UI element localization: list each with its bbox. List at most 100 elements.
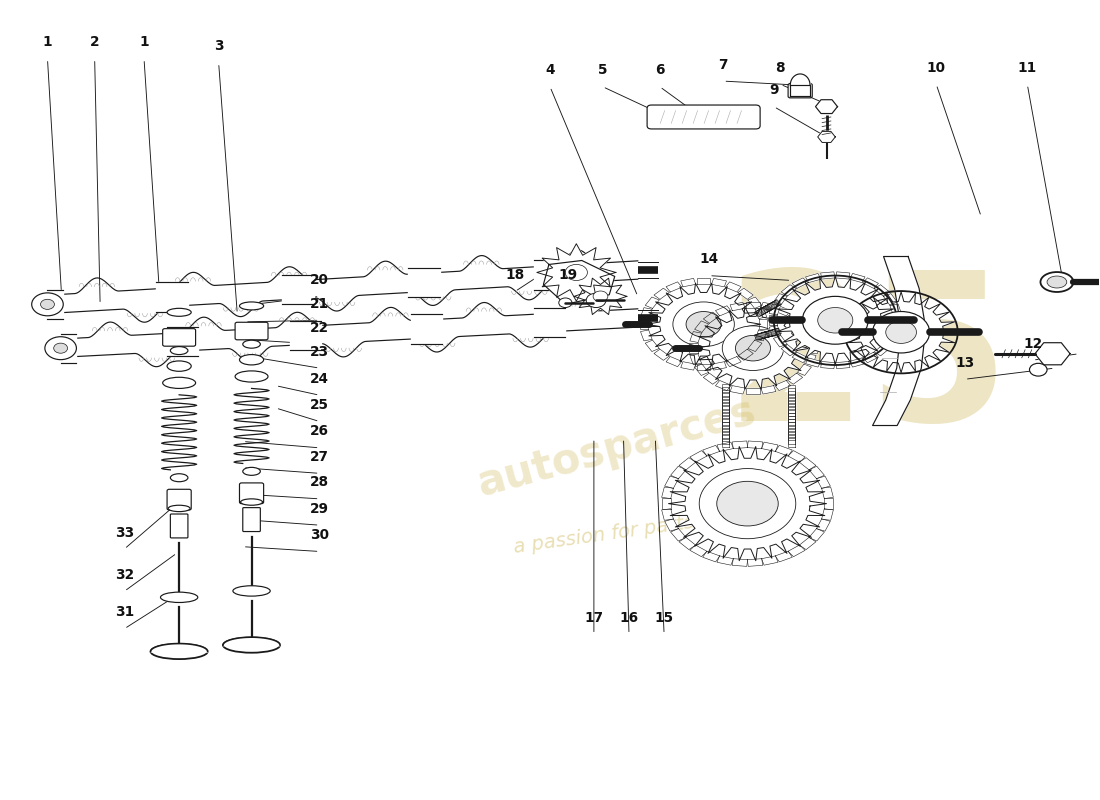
FancyBboxPatch shape <box>170 514 188 538</box>
Circle shape <box>673 302 735 346</box>
Ellipse shape <box>243 340 261 348</box>
Text: 26: 26 <box>310 424 329 438</box>
Text: 23: 23 <box>310 345 329 358</box>
Polygon shape <box>755 306 769 316</box>
Text: 5: 5 <box>598 63 607 77</box>
Polygon shape <box>722 419 729 428</box>
Text: 24: 24 <box>310 372 329 386</box>
Ellipse shape <box>151 644 208 659</box>
Ellipse shape <box>223 638 280 653</box>
Circle shape <box>559 298 572 307</box>
Polygon shape <box>768 300 781 310</box>
Polygon shape <box>822 487 834 498</box>
Text: 16: 16 <box>619 611 639 625</box>
FancyBboxPatch shape <box>243 508 261 531</box>
Text: 13: 13 <box>955 356 975 370</box>
Polygon shape <box>747 441 762 449</box>
Polygon shape <box>761 442 778 451</box>
Polygon shape <box>722 400 729 409</box>
Text: 4: 4 <box>546 63 554 77</box>
Circle shape <box>32 293 63 316</box>
Polygon shape <box>788 438 795 446</box>
Polygon shape <box>788 410 795 418</box>
FancyBboxPatch shape <box>788 83 812 98</box>
Polygon shape <box>763 302 778 312</box>
Polygon shape <box>756 331 770 340</box>
Text: 3: 3 <box>213 39 223 54</box>
Polygon shape <box>821 272 835 279</box>
Text: autosparces: autosparces <box>472 390 760 506</box>
Polygon shape <box>679 538 695 550</box>
Ellipse shape <box>235 371 268 382</box>
Polygon shape <box>730 386 745 394</box>
Polygon shape <box>808 529 824 541</box>
Polygon shape <box>817 131 835 142</box>
Polygon shape <box>667 282 682 292</box>
Circle shape <box>872 311 930 353</box>
Polygon shape <box>781 285 796 296</box>
Polygon shape <box>733 558 748 566</box>
FancyBboxPatch shape <box>163 329 196 346</box>
Polygon shape <box>862 278 879 288</box>
Polygon shape <box>872 257 926 426</box>
Polygon shape <box>849 358 865 367</box>
Polygon shape <box>690 450 707 462</box>
Polygon shape <box>1035 342 1070 365</box>
Polygon shape <box>761 302 776 310</box>
Text: 30: 30 <box>310 528 329 542</box>
Polygon shape <box>788 404 795 413</box>
Polygon shape <box>725 282 741 292</box>
Polygon shape <box>758 330 772 339</box>
Text: 32: 32 <box>114 568 134 582</box>
Text: a passion for parts since 1985: a passion for parts since 1985 <box>513 498 807 558</box>
FancyBboxPatch shape <box>235 322 268 340</box>
Polygon shape <box>694 321 708 332</box>
Polygon shape <box>681 278 696 287</box>
Polygon shape <box>760 330 774 338</box>
Polygon shape <box>647 283 761 366</box>
Polygon shape <box>756 332 769 340</box>
Polygon shape <box>747 558 762 566</box>
Polygon shape <box>788 435 795 443</box>
FancyBboxPatch shape <box>240 483 264 504</box>
Ellipse shape <box>233 586 271 596</box>
Polygon shape <box>640 308 652 318</box>
Polygon shape <box>761 303 776 313</box>
Circle shape <box>593 291 608 302</box>
Polygon shape <box>788 391 795 400</box>
Ellipse shape <box>1041 272 1074 292</box>
Polygon shape <box>703 446 719 456</box>
Polygon shape <box>722 403 729 412</box>
Polygon shape <box>773 294 788 305</box>
Circle shape <box>717 482 778 526</box>
Polygon shape <box>776 446 792 456</box>
Text: 27: 27 <box>310 450 329 464</box>
Polygon shape <box>764 302 779 311</box>
Polygon shape <box>757 306 771 315</box>
Circle shape <box>54 343 67 354</box>
Polygon shape <box>804 331 816 342</box>
Text: 7: 7 <box>718 58 728 71</box>
Polygon shape <box>761 330 776 338</box>
Polygon shape <box>788 373 803 384</box>
Polygon shape <box>798 364 812 375</box>
Polygon shape <box>759 319 767 329</box>
Polygon shape <box>722 390 729 399</box>
Ellipse shape <box>241 499 263 506</box>
Polygon shape <box>788 450 805 462</box>
Polygon shape <box>640 319 649 329</box>
Polygon shape <box>640 330 652 341</box>
Circle shape <box>886 321 916 343</box>
Polygon shape <box>722 422 729 431</box>
Polygon shape <box>815 100 837 114</box>
Polygon shape <box>722 435 729 444</box>
Circle shape <box>586 293 606 307</box>
Polygon shape <box>654 349 669 360</box>
Text: 20: 20 <box>310 273 329 286</box>
Polygon shape <box>883 294 898 305</box>
Polygon shape <box>671 529 686 541</box>
Polygon shape <box>543 261 615 304</box>
Circle shape <box>817 307 852 333</box>
Text: 14: 14 <box>700 252 718 266</box>
Polygon shape <box>712 278 726 287</box>
